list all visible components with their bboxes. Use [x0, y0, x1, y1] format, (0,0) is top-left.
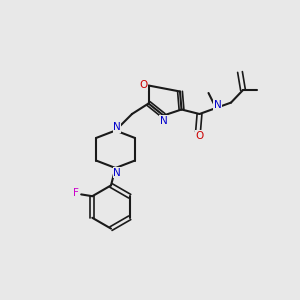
Text: N: N — [160, 116, 167, 126]
Text: N: N — [113, 167, 121, 178]
Text: N: N — [214, 100, 222, 110]
Text: O: O — [139, 80, 147, 91]
Text: F: F — [73, 188, 79, 198]
Text: O: O — [195, 130, 204, 141]
Text: N: N — [113, 122, 121, 133]
